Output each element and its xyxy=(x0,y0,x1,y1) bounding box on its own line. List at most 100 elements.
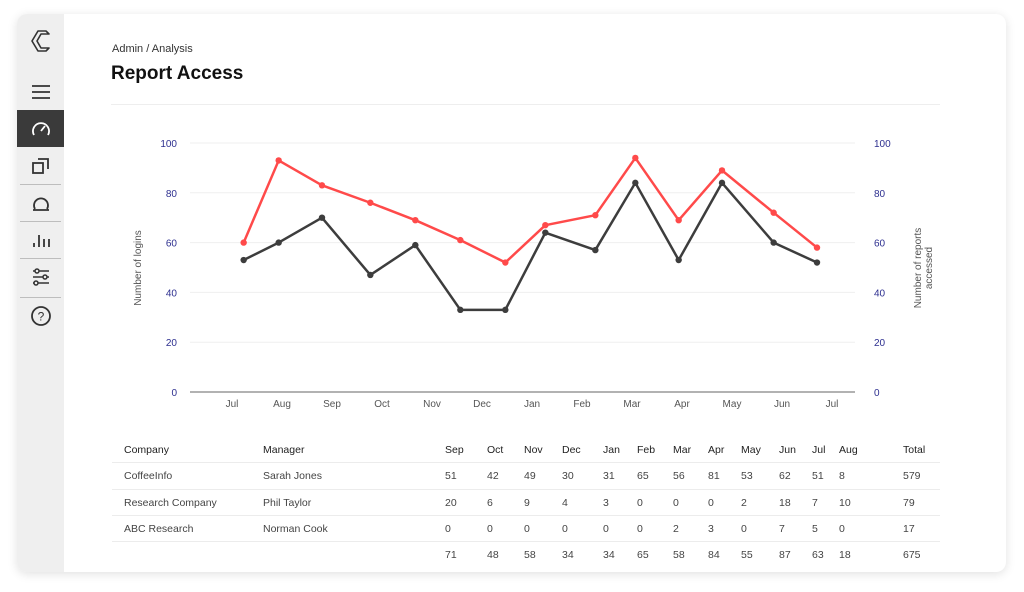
y-tick-label: 60 xyxy=(166,239,178,250)
x-tick-label: Jan xyxy=(524,399,540,410)
table-cell: 7 xyxy=(779,523,785,535)
table-cell: CoffeeInfo xyxy=(124,470,173,482)
data-point xyxy=(632,179,639,187)
svg-text:?: ? xyxy=(37,309,44,323)
column-header: May xyxy=(741,444,761,456)
table-cell: 0 xyxy=(839,523,845,535)
data-point xyxy=(592,246,599,254)
data-point xyxy=(318,182,326,189)
x-tick-label: Jun xyxy=(774,399,790,410)
data-point xyxy=(632,154,639,162)
y-tick-label: 100 xyxy=(160,139,177,150)
data-point xyxy=(367,271,374,279)
table-cell: 10 xyxy=(839,497,851,509)
divider xyxy=(20,258,61,259)
table-cell: 2 xyxy=(673,523,679,535)
totals-cell: 34 xyxy=(603,549,615,561)
data-point xyxy=(502,306,509,314)
logo[interactable] xyxy=(17,22,64,59)
table-cell: Research Company xyxy=(124,497,217,509)
table-cell: Sarah Jones xyxy=(263,470,322,482)
divider xyxy=(20,297,61,298)
table-cell: 7 xyxy=(812,497,818,509)
table-cell: 0 xyxy=(445,523,451,535)
sidebar-item-menu[interactable] xyxy=(17,73,64,110)
y2-tick-label: 0 xyxy=(874,388,880,399)
data-point xyxy=(240,256,247,264)
y-tick-label: 20 xyxy=(166,338,178,349)
x-tick-label: Apr xyxy=(674,399,690,410)
table-cell: 51 xyxy=(812,470,824,482)
data-point xyxy=(813,244,821,251)
sidebar-item-reports[interactable] xyxy=(17,221,64,258)
bar-chart-icon xyxy=(32,234,50,247)
table-cell: 62 xyxy=(779,470,791,482)
x-tick-label: Jul xyxy=(226,399,239,410)
y-tick-label: 0 xyxy=(171,388,177,399)
totals-cell: 65 xyxy=(637,549,649,561)
table-cell: 56 xyxy=(673,470,685,482)
y2-tick-label: 20 xyxy=(874,338,886,349)
data-point xyxy=(675,256,682,264)
sidebar-item-settings[interactable] xyxy=(17,258,64,295)
x-tick-label: Aug xyxy=(273,399,291,410)
sidebar-item-copy[interactable] xyxy=(17,147,64,184)
data-point xyxy=(592,212,599,219)
data-point xyxy=(718,167,726,174)
omega-icon xyxy=(32,197,49,211)
data-point xyxy=(367,199,374,206)
table-cell: 0 xyxy=(673,497,679,509)
table-cell: 42 xyxy=(487,470,499,482)
table-cell: 2 xyxy=(741,497,747,509)
sidebar-item-omega[interactable] xyxy=(17,184,64,221)
column-header: Feb xyxy=(637,444,656,456)
help-icon: ? xyxy=(30,305,51,326)
y-tick-label: 40 xyxy=(166,288,178,299)
data-point xyxy=(770,239,777,246)
breadcrumb: Admin / Analysis xyxy=(112,43,193,55)
table-cell: 8 xyxy=(839,470,845,482)
sliders-icon xyxy=(32,267,49,286)
sidebar-item-help[interactable]: ? xyxy=(17,297,64,334)
data-point xyxy=(318,214,326,221)
x-tick-label: Feb xyxy=(573,399,591,410)
column-header: Jul xyxy=(812,444,826,456)
totals-cell: 18 xyxy=(839,549,851,561)
table-cell: 0 xyxy=(562,523,568,535)
column-header: Company xyxy=(124,444,169,456)
data-point xyxy=(275,157,282,164)
table-cell: 3 xyxy=(708,523,714,535)
data-point xyxy=(275,239,282,246)
series-line-1 xyxy=(242,156,818,264)
x-tick-label: Oct xyxy=(374,399,390,410)
column-header: Jan xyxy=(603,444,620,456)
table-cell: 31 xyxy=(603,470,615,482)
totals-cell: 675 xyxy=(903,549,921,561)
column-header: Aug xyxy=(839,444,858,456)
column-header: Manager xyxy=(263,444,305,456)
page-title: Report Access xyxy=(111,63,244,84)
divider xyxy=(20,221,61,222)
table-cell: 17 xyxy=(903,523,915,535)
sidebar-item-dashboard[interactable] xyxy=(17,110,64,147)
gauge-icon xyxy=(31,121,50,135)
table-cell: 20 xyxy=(445,497,457,509)
data-point xyxy=(412,216,419,224)
table-cell: 9 xyxy=(524,497,530,509)
y-tick-label: 80 xyxy=(166,189,178,200)
table-cell: 49 xyxy=(524,470,536,482)
data-point xyxy=(813,259,821,266)
table-cell: 0 xyxy=(637,497,643,509)
table-cell: 5 xyxy=(812,523,818,535)
table-cell: 81 xyxy=(708,470,720,482)
data-point xyxy=(542,229,549,236)
column-header: Sep xyxy=(445,444,464,456)
column-header: Dec xyxy=(562,444,581,456)
x-tick-label: Nov xyxy=(423,399,441,410)
x-tick-label: Mar xyxy=(623,399,641,410)
x-tick-label: Dec xyxy=(473,399,491,410)
table-cell: 0 xyxy=(741,523,747,535)
column-header: Apr xyxy=(708,444,725,456)
data-point xyxy=(542,221,549,229)
x-tick-label: Sep xyxy=(323,399,341,410)
